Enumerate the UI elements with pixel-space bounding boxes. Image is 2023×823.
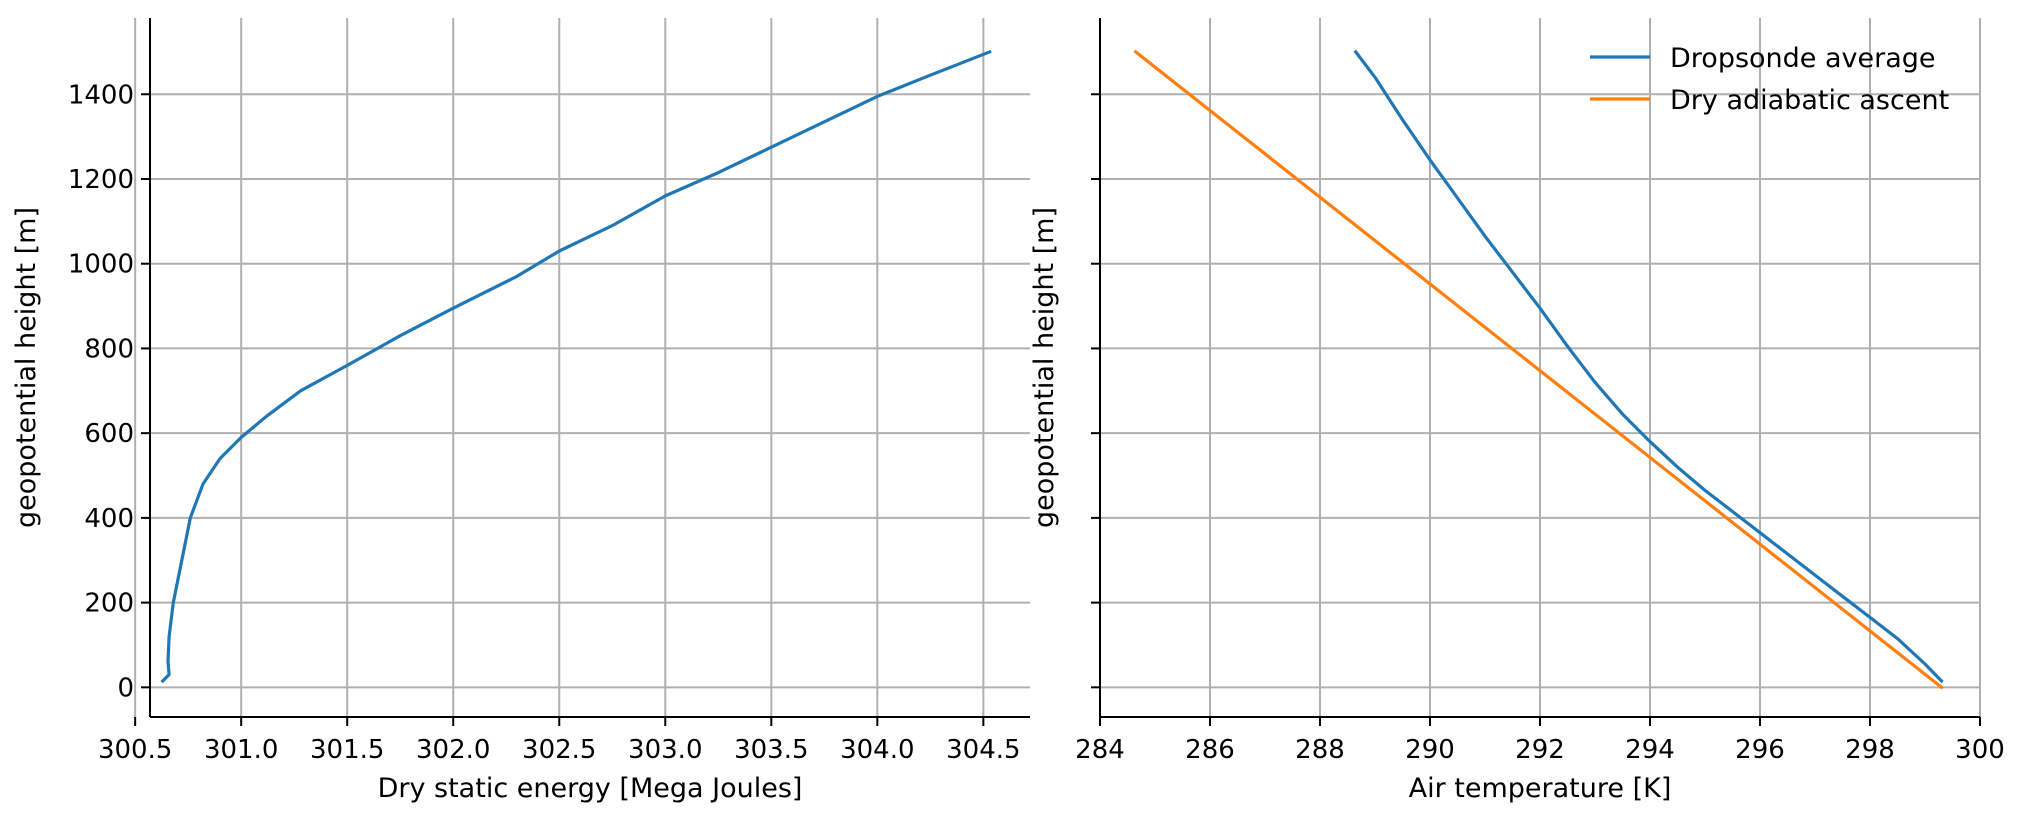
x-tick-label: 302.0: [416, 735, 490, 765]
x-tick-label: 296: [1735, 735, 1785, 765]
y-tick-label: 0: [117, 673, 134, 703]
x-tick-label: 300.5: [98, 735, 172, 765]
x-tick-label: 290: [1405, 735, 1455, 765]
y-tick-label: 1000: [68, 250, 134, 280]
right-plot-air-temperature: 284 286 288 290 292 294 296 298 300 Air temperatu…: [1029, 18, 2005, 804]
x-tick-label: 301.0: [204, 735, 278, 765]
x-tick-label: 292: [1515, 735, 1565, 765]
x-tick-label: 284: [1075, 735, 1125, 765]
y-axis-label: geopotential height [m]: [11, 207, 42, 528]
x-tick-label: 300: [1955, 735, 2005, 765]
y-tick-label: 1400: [68, 80, 134, 110]
y-tick-label: 1200: [68, 165, 134, 195]
x-tick-label: 304.5: [946, 735, 1020, 765]
x-tick-label: 302.5: [522, 735, 596, 765]
left-plot-dry-static-energy: 300.5 301.0 301.5 302.0 302.5 303.0 303.5 304.0…: [11, 18, 1030, 804]
y-axis-label: geopotential height [m]: [1029, 207, 1060, 528]
x-axis-label: Dry static energy [Mega Joules]: [378, 773, 803, 804]
x-tick-label: 304.0: [840, 735, 914, 765]
x-axis-label: Air temperature [K]: [1409, 773, 1672, 804]
series-line: [1133, 49, 1944, 690]
x-tick-label: 286: [1185, 735, 1235, 765]
y-tick-label: 200: [84, 589, 134, 619]
x-tick-label: 303.5: [734, 735, 808, 765]
x-tick-label: 303.0: [628, 735, 702, 765]
legend-label: Dropsonde average: [1670, 43, 1936, 74]
series-line: [1353, 49, 1944, 684]
legend: Dropsonde average Dry adiabatic ascent: [1590, 43, 1949, 116]
y-tick-label: 800: [84, 334, 134, 364]
legend-label: Dry adiabatic ascent: [1670, 85, 1949, 116]
x-tick-label: 288: [1295, 735, 1345, 765]
y-tick-label: 600: [84, 419, 134, 449]
x-tick-label: 294: [1625, 735, 1675, 765]
x-tick-label: 301.5: [310, 735, 384, 765]
y-tick-label: 400: [84, 504, 134, 534]
x-tick-label: 298: [1845, 735, 1895, 765]
series-line: [160, 49, 992, 684]
